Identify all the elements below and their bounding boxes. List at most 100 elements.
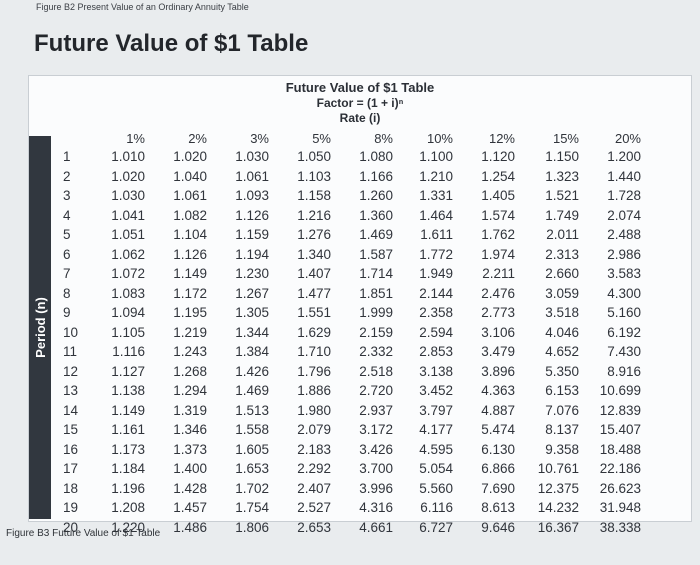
factor-cell: 1.051 [111,227,145,243]
factor-cell: 1.194 [235,246,269,262]
rate-header: 5% [312,130,331,146]
table-row: 17 1.184 1.400 1.653 2.292 3.700 5.054 6.866 10.… [63,459,641,479]
factor-cell: 4.316 [359,500,393,516]
factor-cell: 1.702 [235,480,269,496]
table-formula: Factor = (1 + i)ⁿ [316,96,404,110]
factor-cell: 2.358 [419,305,453,321]
factor-cell: 1.521 [545,188,579,204]
factor-cell: 1.344 [235,324,269,340]
factor-cell: 38.338 [599,519,641,535]
factor-cell: 1.082 [173,207,207,223]
factor-cell: 16.367 [537,519,579,535]
figure-caption-top: Figure B2 Present Value of an Ordinary A… [36,2,249,12]
factor-cell: 1.749 [545,207,579,223]
factor-cell: 6.116 [420,500,453,516]
factor-cell: 31.948 [599,500,641,516]
factor-cell: 5.160 [607,305,641,321]
table-row: 2 1.020 1.040 1.061 1.103 1.166 1.210 1.254 1.32… [63,167,641,187]
factor-cell: 1.161 [111,422,145,438]
period-number: 15 [63,422,79,438]
factor-cell: 1.294 [173,383,207,399]
rate-header: 3% [250,130,269,146]
factor-cell: 1.210 [419,168,453,184]
factor-cell: 1.346 [173,422,207,438]
factor-cell: 1.469 [235,383,269,399]
factor-cell: 3.583 [607,266,641,282]
factor-cell: 1.100 [419,149,453,165]
factor-cell: 4.595 [419,441,453,457]
factor-cell: 18.488 [599,441,641,457]
factor-cell: 4.363 [481,383,515,399]
period-bar: Period (n) [29,136,51,519]
period-number: 10 [63,324,79,340]
factor-cell: 1.103 [297,168,331,184]
factor-cell: 8.137 [545,422,579,438]
factor-cell: 2.773 [481,305,515,321]
factor-cell: 1.400 [173,461,207,477]
factor-cell: 1.806 [235,519,269,535]
factor-cell: 1.974 [481,246,515,262]
factor-cell: 3.059 [545,285,579,301]
period-number: 5 [63,227,71,243]
factor-cell: 1.384 [235,344,269,360]
factor-cell: 7.690 [481,480,515,496]
factor-cell: 3.426 [359,441,393,457]
factor-cell: 1.611 [420,227,453,243]
factor-cell: 1.407 [297,266,331,282]
factor-cell: 1.093 [235,188,269,204]
factor-cell: 1.323 [545,168,579,184]
table-body: 1 1.010 1.020 1.030 1.050 1.080 1.100 1.120 1.15… [63,147,641,537]
factor-cell: 1.260 [359,188,393,204]
factor-cell: 7.076 [545,402,579,418]
factor-cell: 4.887 [481,402,515,418]
factor-cell: 1.172 [173,285,207,301]
period-number: 3 [63,188,71,204]
factor-cell: 1.851 [359,285,393,301]
factor-cell: 2.937 [359,402,393,418]
factor-cell: 2.079 [297,422,331,438]
factor-cell: 1.587 [359,246,393,262]
factor-cell: 2.488 [607,227,641,243]
factor-cell: 4.652 [545,344,579,360]
factor-cell: 1.020 [111,168,145,184]
factor-cell: 9.646 [481,519,515,535]
factor-cell: 6.727 [419,519,453,535]
factor-cell: 1.166 [359,168,393,184]
factor-cell: 1.980 [297,402,331,418]
factor-cell: 2.011 [546,227,579,243]
rate-header: 1% [126,130,145,146]
table-row: 8 1.083 1.172 1.267 1.477 1.851 2.144 2.476 3.05… [63,284,641,304]
factor-cell: 1.094 [111,305,145,321]
factor-cell: 1.120 [481,149,515,165]
factor-cell: 1.138 [111,383,145,399]
factor-cell: 9.358 [545,441,579,457]
factor-cell: 1.243 [173,344,207,360]
factor-cell: 1.714 [359,266,393,282]
factor-cell: 6.153 [545,383,579,399]
factor-cell: 1.050 [297,149,331,165]
factor-cell: 12.375 [537,480,579,496]
factor-cell: 1.464 [419,207,453,223]
factor-cell: 1.080 [359,149,393,165]
factor-cell: 1.340 [297,246,331,262]
factor-cell: 5.350 [545,363,579,379]
factor-cell: 1.440 [607,168,641,184]
period-number: 13 [63,383,79,399]
factor-cell: 1.020 [173,149,207,165]
factor-cell: 1.486 [173,519,207,535]
period-number: 20 [63,519,79,535]
rate-header: 12% [488,130,515,146]
factor-cell: 2.720 [359,383,393,399]
factor-cell: 2.518 [359,363,393,379]
future-value-table: 1% 2% 3% 5% 8% 10% 12% 15% 20% 1 1.010 1.0… [63,129,641,537]
factor-cell: 1.216 [297,207,331,223]
factor-cell: 1.457 [173,500,207,516]
factor-cell: 2.292 [297,461,331,477]
factor-cell: 6.192 [607,324,641,340]
table-row: 3 1.030 1.061 1.093 1.158 1.260 1.331 1.405 1.52… [63,186,641,206]
rate-label: Rate (i) [339,111,381,125]
factor-cell: 5.474 [481,422,515,438]
table-row: 18 1.196 1.428 1.702 2.407 3.996 5.560 7.690 12.… [63,479,641,499]
factor-cell: 1.574 [481,207,515,223]
factor-cell: 1.196 [111,480,145,496]
